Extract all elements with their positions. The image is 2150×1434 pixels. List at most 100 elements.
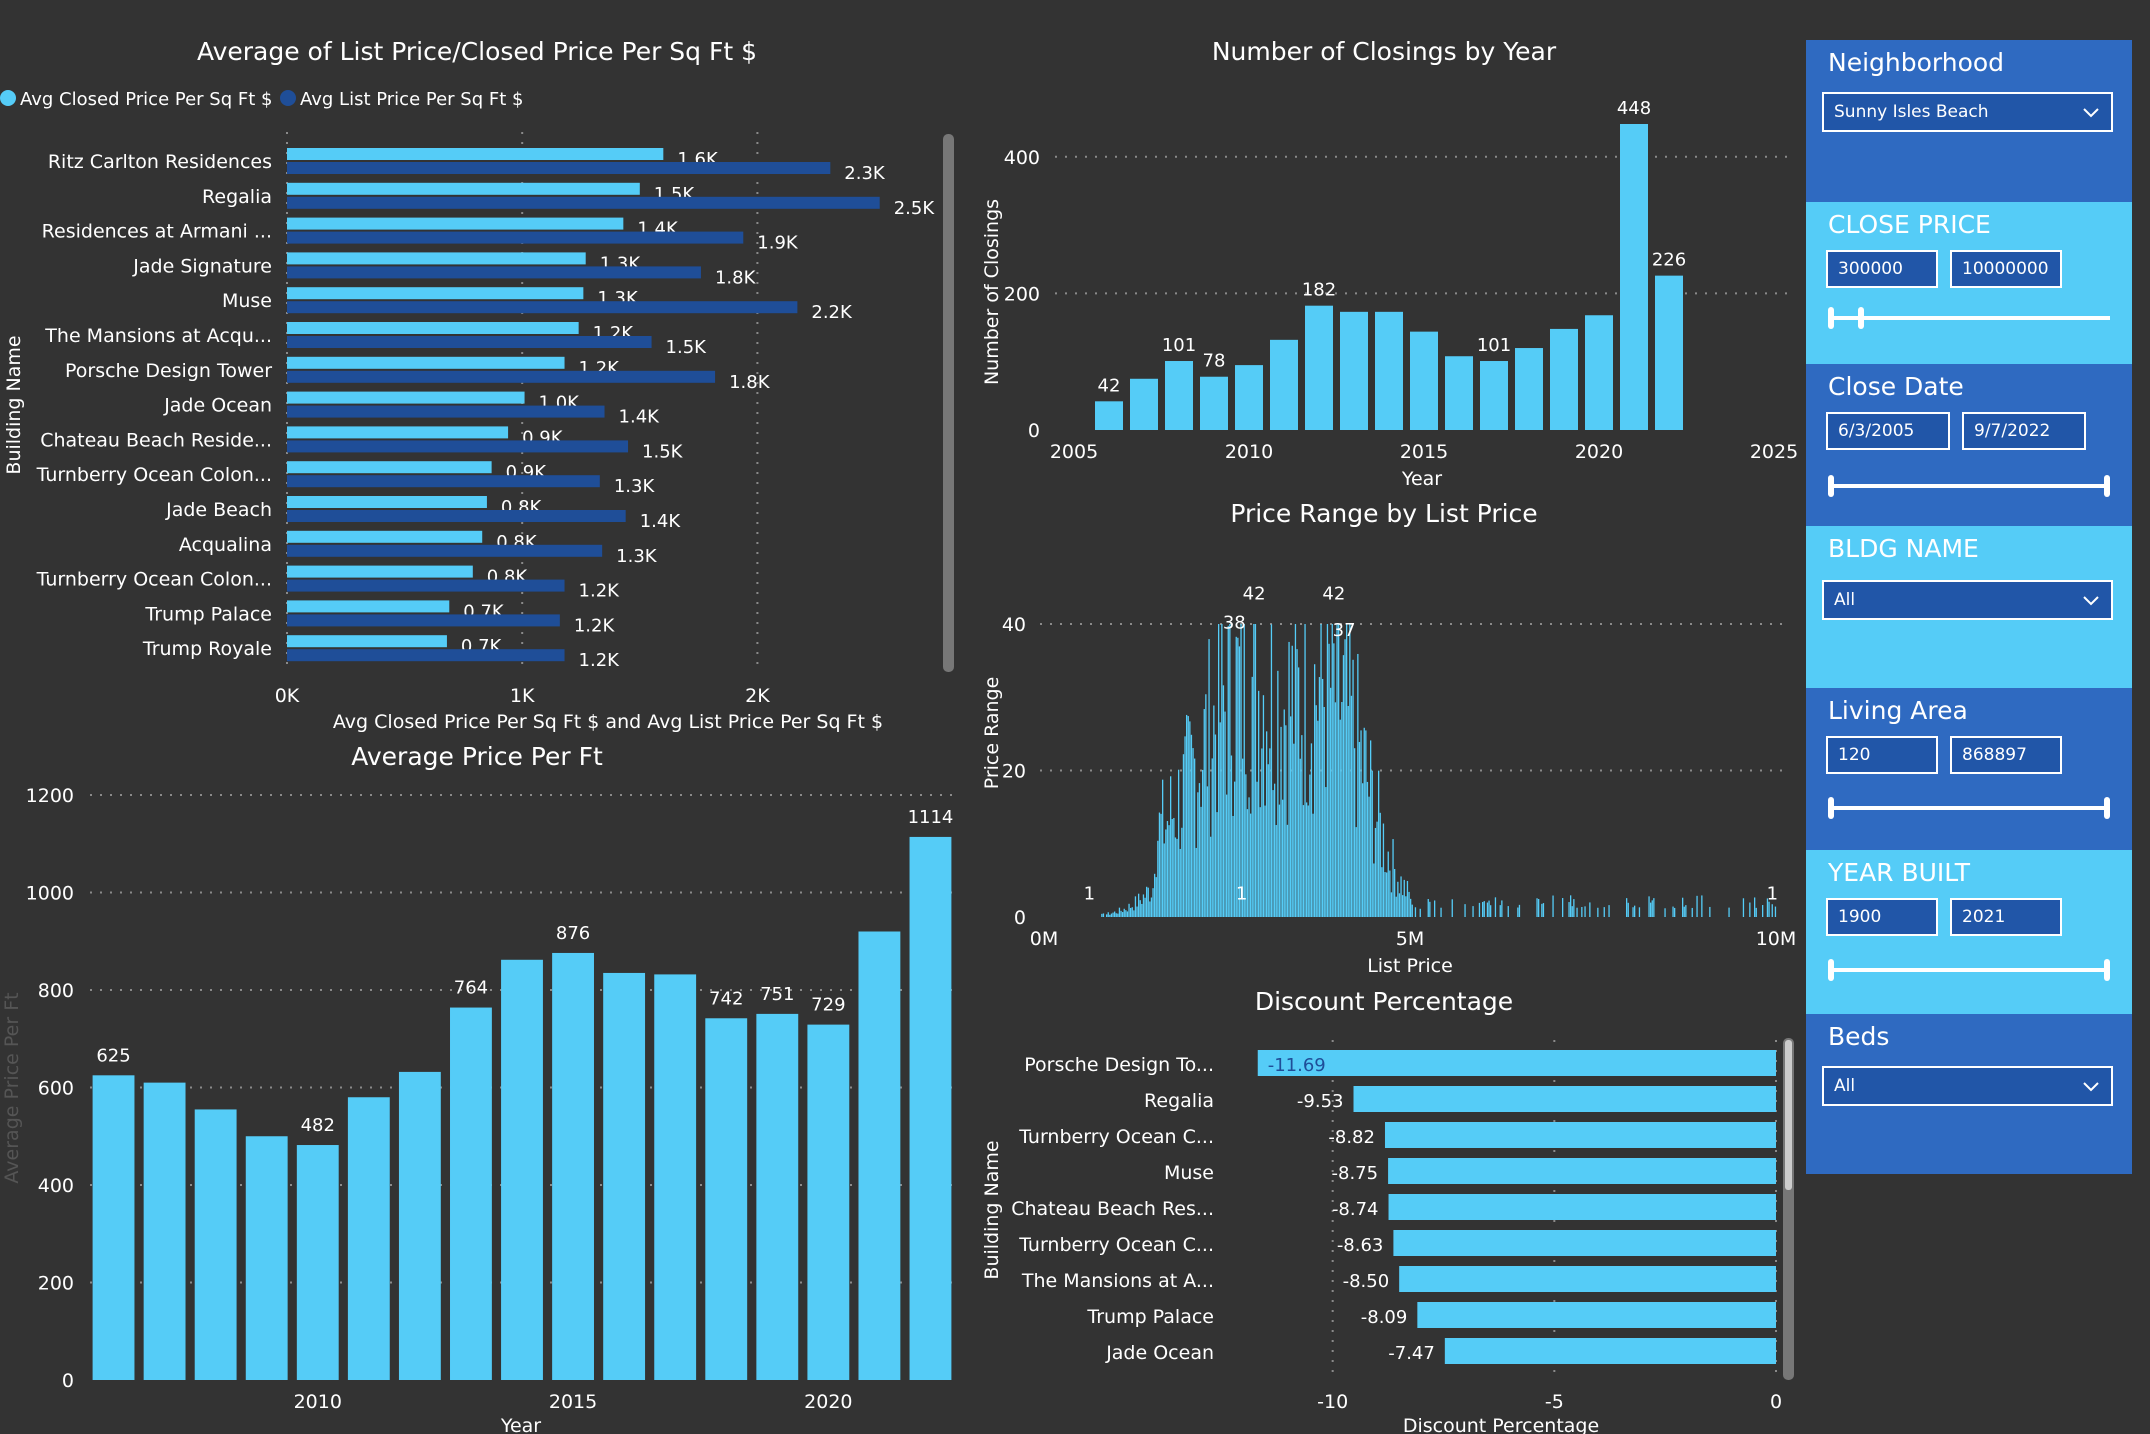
bar[interactable]	[909, 836, 952, 1380]
histogram-bar[interactable]	[1464, 904, 1466, 917]
bar-list-price[interactable]	[287, 614, 560, 627]
histogram-bar[interactable]	[1290, 716, 1292, 917]
histogram-bar[interactable]	[1165, 829, 1167, 917]
bar[interactable]	[1399, 1266, 1776, 1292]
histogram-bar[interactable]	[1205, 694, 1207, 917]
histogram-bar[interactable]	[1256, 781, 1258, 917]
bar-list-price[interactable]	[287, 336, 652, 348]
histogram-bar[interactable]	[1403, 879, 1405, 917]
histogram-bar[interactable]	[1376, 821, 1378, 917]
histogram-bar[interactable]	[1766, 898, 1769, 917]
histogram-bar[interactable]	[1112, 912, 1114, 917]
histogram-bar[interactable]	[1507, 906, 1509, 917]
bar[interactable]	[1095, 401, 1123, 430]
bar-closed-price[interactable]	[287, 600, 450, 613]
histogram-bar[interactable]	[1150, 897, 1153, 917]
histogram-bar[interactable]	[1486, 902, 1489, 917]
bar-closed-price[interactable]	[287, 391, 525, 404]
histogram-bar[interactable]	[1301, 735, 1303, 917]
histogram-bar[interactable]	[1581, 906, 1583, 917]
histogram-bar[interactable]	[1427, 899, 1429, 917]
histogram-bar[interactable]	[1126, 911, 1129, 917]
histogram-bar[interactable]	[1254, 624, 1257, 917]
bar-list-price[interactable]	[287, 405, 605, 418]
histogram-bar[interactable]	[1638, 907, 1641, 917]
bar-list-price[interactable]	[287, 266, 701, 279]
histogram-bar[interactable]	[1173, 817, 1175, 917]
histogram-bar[interactable]	[1429, 901, 1431, 917]
histogram-bar[interactable]	[1390, 892, 1393, 917]
histogram-bar[interactable]	[1683, 906, 1685, 917]
bar[interactable]	[1393, 1230, 1776, 1256]
histogram-bar[interactable]	[1650, 902, 1652, 917]
histogram-bar[interactable]	[1691, 907, 1693, 917]
histogram-bar[interactable]	[1307, 805, 1309, 917]
histogram-bar[interactable]	[1648, 896, 1650, 917]
histogram-bar[interactable]	[1262, 695, 1265, 917]
histogram-bar[interactable]	[1589, 902, 1591, 917]
histogram-bar[interactable]	[1339, 719, 1341, 917]
histogram-bar[interactable]	[1398, 893, 1401, 917]
histogram-bar[interactable]	[1362, 783, 1364, 917]
histogram-bar[interactable]	[1768, 901, 1770, 917]
histogram-bar[interactable]	[1320, 624, 1322, 917]
bar-list-price[interactable]	[287, 301, 798, 314]
bar[interactable]	[603, 972, 646, 1380]
bar-list-price[interactable]	[287, 649, 565, 662]
histogram-bar[interactable]	[1139, 900, 1141, 917]
histogram-bar[interactable]	[1138, 893, 1140, 917]
histogram-bar[interactable]	[1245, 774, 1247, 917]
histogram-bar[interactable]	[1728, 907, 1730, 917]
histogram-bar[interactable]	[1227, 625, 1229, 917]
histogram-bar[interactable]	[1214, 734, 1217, 917]
histogram-bar[interactable]	[1336, 624, 1338, 917]
bar[interactable]	[194, 1109, 237, 1380]
histogram-bar[interactable]	[1330, 687, 1332, 917]
histogram-bar[interactable]	[1130, 907, 1132, 917]
bar[interactable]	[807, 1024, 850, 1380]
bar-closed-price[interactable]	[287, 635, 447, 648]
histogram-bar[interactable]	[1488, 900, 1490, 917]
histogram-bar[interactable]	[1346, 624, 1348, 917]
histogram-bar[interactable]	[1142, 894, 1145, 917]
histogram-bar[interactable]	[1202, 769, 1204, 917]
bldg-name-dropdown[interactable]: All	[1822, 580, 2113, 620]
histogram-bar[interactable]	[1762, 905, 1764, 917]
histogram-bar[interactable]	[1309, 774, 1311, 917]
year-built-slider-max-handle[interactable]	[2104, 959, 2110, 981]
histogram-bar[interactable]	[1243, 624, 1245, 917]
histogram-bar[interactable]	[1278, 804, 1281, 917]
histogram-bar[interactable]	[1603, 907, 1605, 917]
bar[interactable]	[1235, 365, 1263, 430]
histogram-bar[interactable]	[1171, 819, 1173, 917]
histogram-bar[interactable]	[1128, 903, 1130, 917]
histogram-bar[interactable]	[1562, 898, 1564, 917]
histogram-bar[interactable]	[1389, 870, 1391, 917]
histogram-bar[interactable]	[1576, 907, 1578, 917]
histogram-bar[interactable]	[1482, 902, 1484, 917]
year-built-max-input[interactable]: 2021	[1950, 898, 2062, 936]
close-date-slider-start-handle[interactable]	[1828, 475, 1834, 497]
histogram-bar[interactable]	[1166, 821, 1169, 917]
living-area-slider-min-handle[interactable]	[1828, 797, 1834, 819]
histogram-bar[interactable]	[1230, 755, 1233, 917]
bar[interactable]	[1388, 1194, 1776, 1220]
bar[interactable]	[756, 1013, 799, 1380]
histogram-bar[interactable]	[1344, 639, 1346, 917]
histogram-bar[interactable]	[1198, 783, 1201, 917]
histogram-bar[interactable]	[1672, 906, 1674, 917]
histogram-bar[interactable]	[1685, 905, 1687, 917]
histogram-bar[interactable]	[1651, 900, 1653, 917]
histogram-bar[interactable]	[1259, 807, 1261, 917]
bar[interactable]	[450, 1007, 492, 1380]
bar[interactable]	[92, 1075, 135, 1380]
scrollbar-thumb[interactable]	[1785, 1040, 1792, 1190]
histogram-bar[interactable]	[1286, 824, 1289, 917]
histogram-bar[interactable]	[1774, 906, 1777, 917]
histogram-bar[interactable]	[1405, 896, 1407, 917]
histogram-bar[interactable]	[1136, 906, 1138, 917]
histogram-bar[interactable]	[1115, 913, 1117, 917]
histogram-bar[interactable]	[1571, 906, 1573, 917]
bar[interactable]	[1388, 1158, 1776, 1184]
histogram-bar[interactable]	[1109, 914, 1111, 917]
